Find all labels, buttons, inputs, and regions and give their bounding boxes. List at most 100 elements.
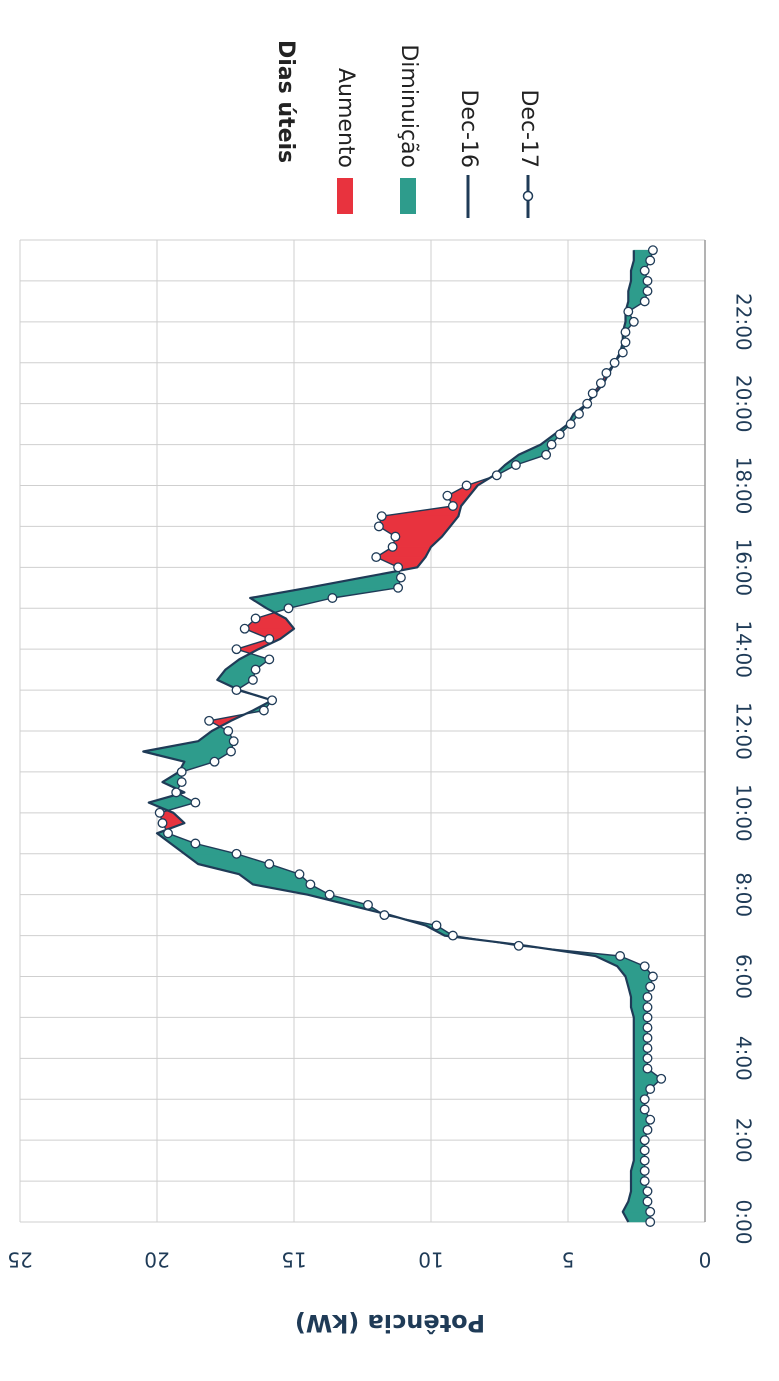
dec-17-point <box>363 899 373 910</box>
dec-17-point <box>393 582 404 593</box>
dec-17-point <box>371 552 382 563</box>
x-tick-label: 2:00 <box>732 1118 756 1163</box>
dec-17-point <box>171 787 182 798</box>
dec-17-point <box>642 1043 653 1054</box>
dec-17-point <box>283 603 294 614</box>
dec-17-point <box>376 511 387 522</box>
legend-item-dec-17: Dec-17 <box>516 89 541 218</box>
dec-17-point <box>639 1145 650 1156</box>
dec-17-point <box>264 654 275 665</box>
x-tick-label: 4:00 <box>732 1036 756 1081</box>
y-tick-label: 10 <box>418 1248 443 1272</box>
dec-17-markers <box>154 245 667 1227</box>
dec-17-point <box>645 1114 656 1125</box>
dec-17-point <box>431 920 442 931</box>
dec-17-point <box>258 705 269 716</box>
dec-17-point <box>620 337 631 348</box>
plot-area: 0 5 10 15 20 25 0:00 2:00 4:00 6:00 8:00 10:00 12:0… <box>7 239 756 1272</box>
legend: Dias úteis Aumento Diminuição Dec-16 Dec-17 <box>273 40 541 218</box>
dec-17-point <box>645 981 656 992</box>
dec-17-point <box>231 685 242 696</box>
dec-17-point <box>642 1053 653 1064</box>
dec-17-point <box>223 726 234 736</box>
dec-17-point <box>639 265 650 276</box>
dec-17-point <box>639 1135 650 1146</box>
dec-17-point <box>231 644 242 655</box>
dec-17-point <box>587 388 598 399</box>
dec-17-point <box>582 398 593 409</box>
dec-17-point <box>305 879 316 890</box>
increase-area <box>377 526 451 537</box>
legend-item-aumento: Aumento <box>333 68 358 214</box>
dec-17-point <box>617 347 628 358</box>
dec-17-point <box>639 1165 650 1176</box>
dec-17-point <box>387 541 398 552</box>
dec-17-point <box>447 501 458 511</box>
dec-17-point <box>595 378 606 389</box>
x-tick-label: 18:00 <box>732 457 756 515</box>
y-axis-title: Potência (kW) <box>295 1309 485 1337</box>
dec-17-point <box>264 633 275 644</box>
dec-17-point <box>157 818 168 829</box>
dec-17-point <box>247 674 258 685</box>
dec-17-point <box>379 910 390 921</box>
legend-label: Dec-16 <box>456 89 481 168</box>
dec-17-point <box>447 930 458 941</box>
dec-17-point <box>639 961 650 972</box>
legend-title: Dias úteis <box>273 40 298 163</box>
dec-17-point <box>639 296 650 307</box>
dec-17-point <box>642 1196 653 1207</box>
dec-17-point <box>176 777 187 788</box>
dec-17-point <box>647 245 658 256</box>
dec-17-point <box>239 623 250 634</box>
dec-17-point <box>204 715 215 726</box>
x-tick-label: 20:00 <box>732 375 756 433</box>
dec-17-point <box>154 807 165 818</box>
dec-17-point <box>642 1012 653 1023</box>
dec-17-point <box>393 562 404 573</box>
dec-17-point <box>176 766 187 777</box>
y-tick-label: 5 <box>562 1248 575 1272</box>
dec-17-point <box>656 1073 667 1084</box>
dec-17-point <box>645 255 656 266</box>
legend-item-diminui-o: Diminuição <box>396 44 421 214</box>
x-tick-label: 10:00 <box>732 784 756 842</box>
dec-17-point <box>231 848 242 859</box>
dec-17-point <box>647 971 658 982</box>
dec-17-point <box>554 429 565 440</box>
gridlines <box>19 239 706 1223</box>
legend-swatch <box>400 178 416 214</box>
dec-17-point <box>250 664 261 675</box>
y-tick-label: 25 <box>7 1248 32 1272</box>
dec-17-point <box>642 1032 653 1043</box>
dec-17-point <box>609 357 620 368</box>
dec-17-point <box>642 1002 653 1013</box>
dec-17-point <box>615 951 626 961</box>
dec-17-point <box>250 613 261 624</box>
legend-title-group: Dias úteis <box>273 40 298 163</box>
dec-17-point <box>324 889 335 900</box>
dec-17-point <box>574 408 584 419</box>
dec-17-point <box>642 1063 653 1074</box>
dec-17-point <box>639 1094 650 1105</box>
dec-17-point <box>390 531 401 542</box>
dec-17-point <box>395 572 406 583</box>
dec-17-point <box>645 1217 656 1227</box>
dec-17-point <box>639 1104 650 1115</box>
dec-17-point <box>642 275 653 286</box>
x-tick-label: 16:00 <box>732 539 756 597</box>
dec-17-point <box>267 695 278 706</box>
dec-17-point <box>565 419 576 430</box>
dec-17-point <box>642 992 653 1002</box>
dec-17-point <box>163 828 173 839</box>
difference-areas <box>143 249 663 1223</box>
decrease-area <box>250 587 399 599</box>
dec-17-point <box>628 316 639 327</box>
dec-17-point <box>620 327 631 338</box>
dec-17-line <box>158 250 662 1222</box>
dec-17-point <box>327 593 338 603</box>
legend-label: Aumento <box>333 68 358 168</box>
dec-17-point <box>645 1206 656 1217</box>
dec-17-point <box>226 746 236 757</box>
